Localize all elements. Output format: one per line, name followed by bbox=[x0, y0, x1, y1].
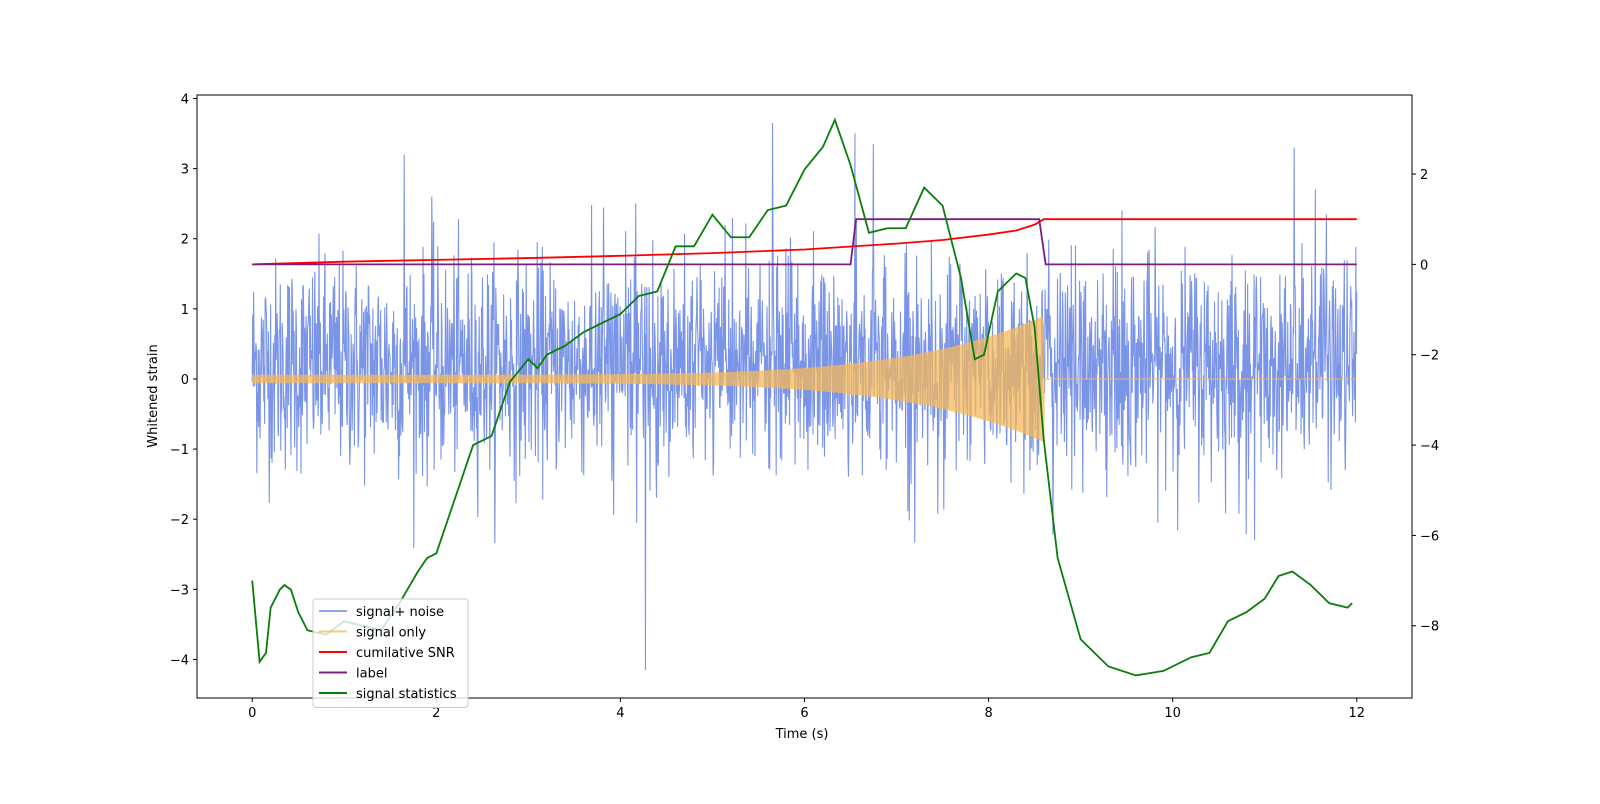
legend: signal+ noise signal only cumilative SNR la… bbox=[312, 598, 469, 708]
legend-box bbox=[312, 598, 469, 708]
y-tick-label: −3 bbox=[170, 583, 189, 598]
y-tick-label: 4 bbox=[181, 93, 189, 108]
y2-tick-label: 0 bbox=[1420, 258, 1428, 273]
y-tick-label: 1 bbox=[181, 303, 189, 318]
y-tick-label: 2 bbox=[181, 233, 189, 248]
y2-tick-label: −8 bbox=[1420, 620, 1439, 635]
x-tick-label: 2 bbox=[432, 706, 440, 721]
x-tick-label: 4 bbox=[616, 706, 624, 721]
x-tick-label: 6 bbox=[800, 706, 808, 721]
x-tick-label: 12 bbox=[1348, 706, 1365, 721]
y2-tick-label: −2 bbox=[1420, 349, 1439, 364]
y-tick-label: −4 bbox=[170, 653, 189, 668]
x-tick-label: 8 bbox=[984, 706, 992, 721]
y2-tick-label: −6 bbox=[1420, 529, 1439, 544]
series-signal-only bbox=[251, 316, 1357, 443]
y-tick-label: 0 bbox=[181, 373, 189, 388]
x-tick-label: 0 bbox=[248, 706, 256, 721]
y2-tick-label: −4 bbox=[1420, 439, 1439, 454]
legend-label: label bbox=[356, 667, 387, 682]
x-axis-label: Time (s) bbox=[775, 727, 829, 742]
y-tick-label: −2 bbox=[170, 513, 189, 528]
y-axis-label: Whitened strain bbox=[146, 344, 161, 447]
series-cumulative-snr bbox=[252, 218, 1357, 266]
x-tick-label: 10 bbox=[1164, 706, 1181, 721]
legend-label: signal statistics bbox=[356, 687, 457, 702]
plot-area bbox=[251, 117, 1358, 677]
y-tick-label: −1 bbox=[170, 443, 189, 458]
y-tick-label: 3 bbox=[181, 163, 189, 178]
y2-tick-label: 2 bbox=[1420, 168, 1428, 183]
legend-label: cumilative SNR bbox=[356, 646, 455, 661]
legend-label: signal only bbox=[356, 626, 426, 641]
legend-label: signal+ noise bbox=[356, 605, 444, 620]
series-label bbox=[252, 218, 1357, 266]
